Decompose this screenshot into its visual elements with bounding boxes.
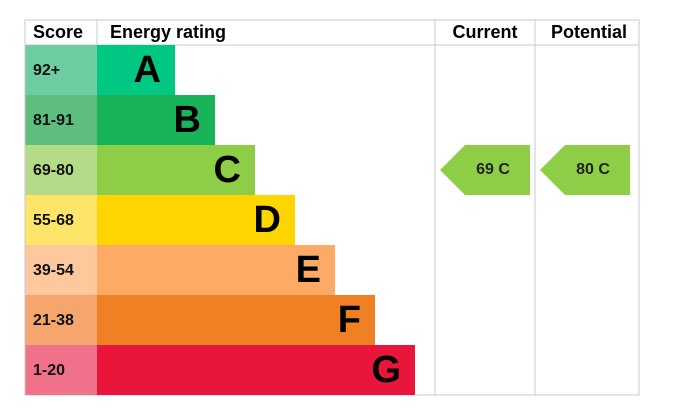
rating-letter: D <box>254 199 281 241</box>
score-label: 1-20 <box>33 362 65 379</box>
header-score: Score <box>33 22 83 42</box>
score-label: 55-68 <box>33 212 74 229</box>
rating-bar <box>97 145 255 195</box>
score-label: 69-80 <box>33 162 74 179</box>
score-cell <box>25 245 97 295</box>
score-cell <box>25 45 97 95</box>
header-current: Current <box>452 22 517 42</box>
score-cell <box>25 195 97 245</box>
rating-bar <box>97 295 375 345</box>
rating-bar <box>97 195 295 245</box>
rating-bar <box>97 345 415 395</box>
header-rating: Energy rating <box>110 22 226 42</box>
rating-letter: E <box>296 249 321 291</box>
score-cell <box>25 345 97 395</box>
rating-letter: A <box>134 49 161 91</box>
potential-label: 80 C <box>576 161 610 178</box>
rating-letter: F <box>338 299 361 341</box>
score-label: 39-54 <box>33 262 74 279</box>
bands: 92+ A 81-91 B 69-80 C 55-68 D 39-54 E 21-38 F 1-20 G <box>25 45 415 395</box>
header-potential: Potential <box>551 22 627 42</box>
score-cell <box>25 295 97 345</box>
score-cell <box>25 95 97 145</box>
rating-bar <box>97 95 215 145</box>
current-arrow <box>440 145 530 195</box>
rating-letter: B <box>174 99 201 141</box>
rating-letter: C <box>214 149 241 191</box>
potential-arrow <box>540 145 630 195</box>
current-label: 69 C <box>476 161 510 178</box>
score-label: 21-38 <box>33 312 74 329</box>
score-cell <box>25 145 97 195</box>
score-label: 81-91 <box>33 112 74 129</box>
rating-bar <box>97 245 335 295</box>
score-label: 92+ <box>33 62 60 79</box>
rating-bar <box>97 45 175 95</box>
rating-letter: G <box>371 349 401 391</box>
